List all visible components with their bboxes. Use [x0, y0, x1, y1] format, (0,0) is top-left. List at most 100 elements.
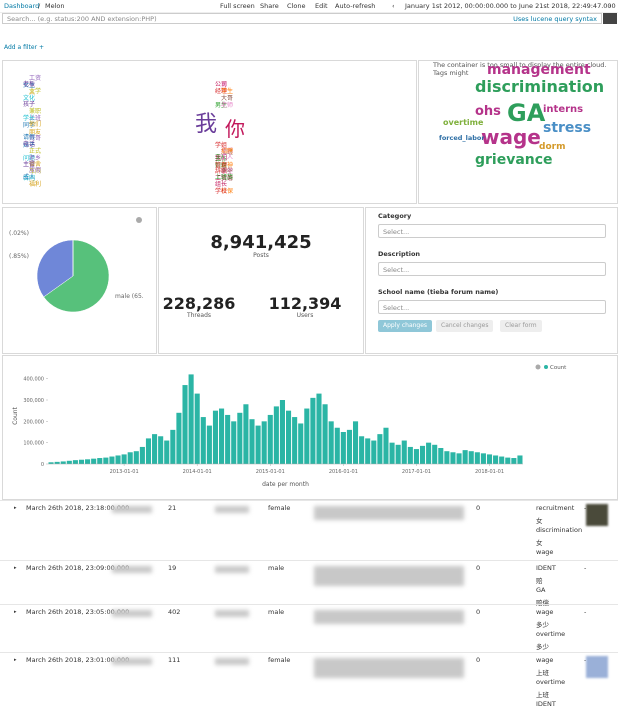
word: dorm	[539, 142, 566, 152]
cell-count: 402	[168, 608, 181, 616]
bar	[468, 451, 474, 464]
slice-label: (.02%)	[9, 230, 29, 237]
breadcrumb: Melon	[45, 2, 65, 10]
tag: 上班	[536, 669, 549, 677]
bar	[164, 440, 170, 464]
expand-arrow[interactable]: ▸	[14, 565, 17, 571]
bar	[371, 440, 377, 464]
bar	[322, 404, 328, 464]
word: 你	[225, 117, 245, 141]
bar	[127, 452, 133, 464]
bar	[517, 455, 523, 464]
separator: /	[38, 2, 41, 10]
expand-arrow[interactable]: ▸	[14, 657, 17, 663]
tag: 多少	[536, 621, 549, 629]
cell-count: 111	[168, 656, 181, 664]
y-tick-label: 200,000	[23, 419, 44, 425]
bar	[176, 412, 182, 464]
table: ▸ March 26th 2018, 23:18:00.000 21 female 0 r…	[0, 500, 618, 714]
bar	[432, 444, 438, 464]
tag: wage	[536, 608, 554, 616]
time-range[interactable]: January 1st 2012, 00:00:00.000 to June 2…	[405, 2, 616, 10]
bar	[352, 421, 359, 464]
word: 组长	[215, 181, 228, 189]
cell-gender: female	[268, 656, 291, 664]
nav-arrow[interactable]: ›	[609, 2, 612, 10]
menu-item[interactable]: Clone	[287, 2, 306, 10]
select[interactable]: Select...	[378, 224, 606, 238]
bar	[480, 453, 486, 464]
word: 学姐	[215, 142, 228, 149]
bar	[499, 456, 505, 464]
breadcrumb[interactable]: Dashboard	[4, 2, 40, 10]
slice-label: (.85%)	[9, 253, 29, 260]
bar	[261, 421, 267, 464]
select[interactable]: Select...	[378, 300, 606, 314]
legend-toggle[interactable]	[136, 217, 142, 223]
bar	[340, 432, 346, 464]
search-bar[interactable]: Search... (e.g. status:200 AND extension…	[2, 13, 602, 24]
word: 哥哥	[29, 135, 42, 142]
word: 食堂	[221, 168, 234, 175]
tag: 多少	[536, 643, 549, 651]
bar	[316, 393, 322, 464]
word: 实习	[221, 175, 234, 183]
bar	[493, 455, 499, 464]
menu-item[interactable]: Full screen	[220, 2, 255, 10]
tag: wage	[536, 548, 554, 556]
bar	[359, 436, 365, 464]
tag: 女	[536, 539, 543, 547]
y-tick-label: 0	[41, 462, 44, 468]
bar	[486, 454, 493, 464]
bar	[219, 408, 225, 464]
word: 学长	[23, 115, 36, 123]
cell-zero: 0	[476, 504, 481, 512]
top-bar: Dashboard / Melon Full screen Share Clon…	[0, 0, 618, 13]
word: 主管	[23, 161, 36, 168]
notice: The container is too small to display th…	[433, 61, 607, 77]
tag: overtime	[536, 678, 566, 686]
word: overtime	[443, 118, 484, 127]
select[interactable]: Select...	[378, 262, 606, 276]
bar	[97, 458, 103, 464]
nav-arrow[interactable]: ‹	[392, 2, 395, 10]
cell-count: 21	[168, 504, 177, 512]
bar	[292, 417, 298, 464]
word: 福利	[29, 181, 42, 189]
word: 工作	[215, 156, 228, 164]
menu-item[interactable]: Auto-refresh	[335, 2, 376, 10]
add-filter[interactable]: Add a filter +	[4, 44, 44, 51]
x-tick-label: 2014-01-01	[183, 469, 212, 475]
word: interns	[543, 104, 584, 115]
blurred-cell	[314, 566, 464, 586]
blurred-cell	[215, 658, 249, 665]
bar	[48, 462, 54, 464]
x-tick-label: 2013-01-01	[110, 469, 139, 475]
bar	[273, 406, 279, 464]
bar	[237, 412, 243, 464]
pie-slice	[43, 239, 110, 313]
controls-panel: Category Select... Description Select... Sch…	[365, 207, 618, 354]
menu-item[interactable]: Share	[260, 2, 279, 10]
expand-arrow[interactable]: ▸	[14, 505, 17, 511]
word: 学校	[215, 188, 228, 195]
bar	[328, 421, 334, 464]
button[interactable]: Cancel changes	[436, 320, 494, 332]
bar	[395, 444, 401, 464]
field-label: Description	[378, 250, 421, 258]
cell-gender: female	[268, 504, 291, 512]
query-hint[interactable]: Uses lucene query syntax	[513, 15, 597, 23]
button[interactable]: Apply changes	[378, 320, 433, 332]
word: 工人	[221, 154, 234, 161]
search-button[interactable]	[603, 13, 617, 24]
button[interactable]: Clear form	[500, 320, 542, 332]
word: 社保	[221, 188, 234, 196]
menu-item[interactable]: Edit	[315, 2, 328, 10]
word: 我们	[215, 155, 228, 163]
expand-arrow[interactable]: ▸	[14, 609, 17, 615]
word: 管理	[215, 162, 228, 169]
legend-toggle[interactable]	[535, 364, 541, 370]
word: 正式	[29, 148, 42, 156]
metric-value: 112,394	[268, 294, 342, 313]
bar	[206, 425, 212, 464]
